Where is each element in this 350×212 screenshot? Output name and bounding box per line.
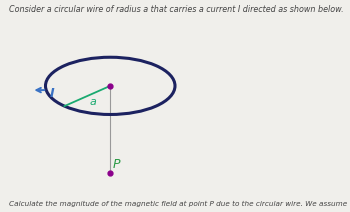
- Text: Consider a circular wire of radius a that carries a current I directed as shown : Consider a circular wire of radius a tha…: [9, 5, 343, 14]
- Text: a: a: [89, 97, 96, 107]
- Text: P: P: [113, 158, 120, 171]
- Text: I: I: [49, 87, 54, 100]
- Text: Calculate the magnitude of the magnetic field at point P due to the circular wir: Calculate the magnitude of the magnetic …: [9, 201, 350, 207]
